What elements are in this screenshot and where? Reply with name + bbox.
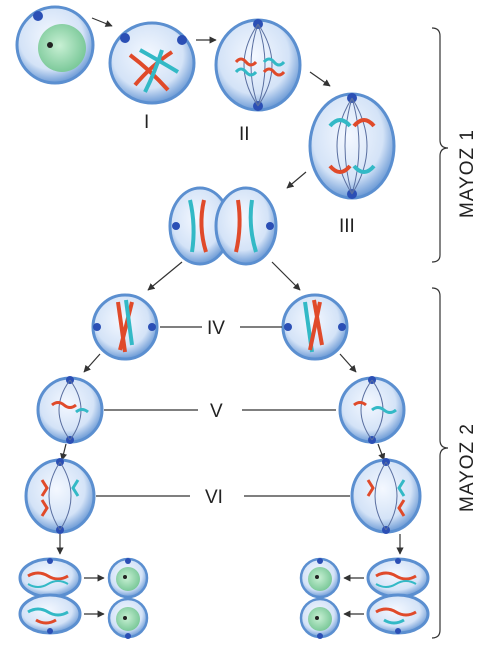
arrow-V-right-down: [377, 443, 386, 461]
arrow-telophase-left: [147, 261, 183, 291]
daughter-cell-3: [299, 557, 341, 599]
label-stage-II: II: [239, 124, 250, 145]
label-meiosis-2: MAYOZ 2: [457, 423, 478, 512]
dividing-cell-bottom-left: [18, 557, 82, 635]
cell-stage-V-right: [338, 376, 406, 444]
cell-stage-III: [308, 92, 396, 200]
brace-meiosis-1: [431, 27, 449, 263]
arrow-telophase-right: [271, 261, 301, 291]
label-stage-IV: IV: [207, 318, 225, 339]
arrow-II-to-III: [309, 71, 331, 87]
cell-stage-II: [214, 18, 302, 112]
cell-stage-IV-right: [281, 293, 349, 361]
dividing-cell-bottom-right: [366, 557, 430, 635]
label-stage-III: III: [339, 216, 355, 237]
cell-stage-VI-right: [350, 458, 422, 534]
cell-stage-IV-left: [91, 293, 159, 361]
arrow-III-to-telophase: [286, 171, 307, 189]
cell-stage-VI-left: [24, 458, 96, 534]
brace-meiosis-2: [431, 287, 449, 639]
label-stage-I: I: [144, 112, 149, 133]
cell-stage-I: [108, 21, 196, 105]
label-stage-VI: VI: [205, 487, 223, 508]
arrow-IV-left-down: [83, 353, 101, 373]
arrow-IV-right-down: [339, 353, 357, 373]
cell-telophase-I: [168, 186, 278, 266]
cell-stage-V-left: [36, 376, 104, 444]
daughter-cell-4: [299, 597, 341, 639]
daughter-cell-2: [107, 597, 149, 639]
label-stage-V: V: [210, 401, 223, 422]
arrow-V-left-down: [60, 443, 68, 461]
daughter-cell-1: [107, 557, 149, 599]
label-meiosis-1: MAYOZ 1: [457, 129, 478, 218]
interphase-cell: [15, 5, 95, 85]
arrow-interphase-to-I: [91, 17, 113, 27]
